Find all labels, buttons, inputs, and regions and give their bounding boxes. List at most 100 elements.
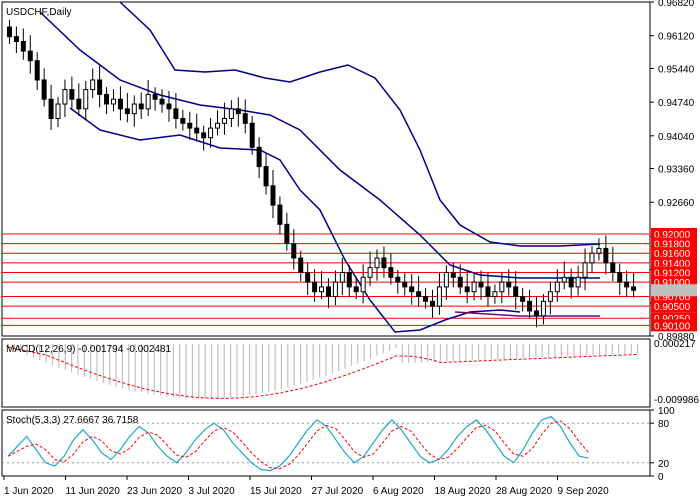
envelope-band xyxy=(454,311,600,317)
candle xyxy=(69,76,75,110)
candle xyxy=(90,68,96,99)
candle xyxy=(194,113,200,142)
middle-band xyxy=(39,11,600,279)
candle xyxy=(41,68,47,107)
stoch-axis: 100 80 20 0 xyxy=(650,406,675,483)
level-label: 0.91400 xyxy=(654,259,691,270)
chart-title: USDCHF,Daily xyxy=(6,7,72,18)
candle xyxy=(617,263,623,296)
level-label: 0.91000 xyxy=(654,278,691,289)
candle xyxy=(568,268,574,299)
level-label-bg xyxy=(651,256,697,269)
candle xyxy=(221,102,227,135)
candle xyxy=(242,99,248,134)
candle xyxy=(416,275,422,307)
level-label-bg xyxy=(651,266,697,279)
candle xyxy=(624,270,630,298)
level-label-bg xyxy=(651,237,697,250)
time-tick-label: 18 Aug 2020 xyxy=(435,486,492,497)
candle xyxy=(450,262,456,288)
candle xyxy=(55,96,61,128)
candle xyxy=(235,97,241,127)
candle xyxy=(6,19,12,44)
stochastic-panel[interactable]: Stoch(5,3,3) 27.6667 36.7158 xyxy=(1,409,651,477)
price-tick-label: 0.95440 xyxy=(658,64,695,75)
level-label: 0.90100 xyxy=(654,321,691,332)
level-label: 0.91600 xyxy=(654,249,691,260)
candle xyxy=(353,276,359,299)
candle xyxy=(554,269,560,302)
candle xyxy=(332,270,338,306)
candle xyxy=(270,169,276,219)
level-label: 0.90500 xyxy=(654,302,691,313)
candle xyxy=(527,289,533,319)
candle xyxy=(478,270,484,300)
candle xyxy=(97,65,103,108)
time-tick-label: 3 Jul 2020 xyxy=(189,486,236,497)
candle xyxy=(124,92,130,123)
candle xyxy=(166,91,172,122)
candle xyxy=(506,269,512,296)
current-price-marker xyxy=(651,284,697,297)
level-label: 0.91200 xyxy=(654,268,691,279)
candle xyxy=(62,79,68,118)
stoch-tick-label: 100 xyxy=(658,406,675,417)
candle xyxy=(596,238,602,261)
candle xyxy=(159,89,165,113)
candle xyxy=(471,273,477,301)
time-tick-label: 11 Jun 2020 xyxy=(66,486,121,497)
candle xyxy=(381,246,387,278)
price-tick-label: 0.94740 xyxy=(658,98,695,109)
candle xyxy=(104,87,110,115)
candle xyxy=(305,262,311,296)
candle xyxy=(187,111,193,140)
candle xyxy=(582,248,588,291)
candle xyxy=(395,270,401,294)
candle xyxy=(409,273,415,305)
upper-band xyxy=(119,1,601,247)
candle xyxy=(201,125,207,151)
stoch-tick-label: 80 xyxy=(658,419,670,430)
macd-panel[interactable]: MACD(12,26,9) -0.001794 -0.002481 xyxy=(1,338,651,408)
candle xyxy=(547,281,553,315)
time-tick-label: 15 Jul 2020 xyxy=(250,486,302,497)
candle xyxy=(319,271,325,299)
level-label-bg xyxy=(651,300,697,313)
candle xyxy=(76,83,82,117)
candle xyxy=(631,272,637,298)
stoch-tick-label: 20 xyxy=(658,459,670,470)
candle xyxy=(589,246,595,273)
candle xyxy=(34,52,40,91)
time-tick-label: 9 Sep 2020 xyxy=(558,486,610,497)
candle xyxy=(423,287,429,309)
macd-tick-label: -0.009986 xyxy=(654,395,699,406)
lower-band xyxy=(69,107,521,333)
candle xyxy=(131,95,137,127)
candle xyxy=(499,271,505,304)
macd-tick-label: 0.000217 xyxy=(654,339,696,350)
candle xyxy=(291,229,297,270)
candle xyxy=(485,272,491,307)
price-panel[interactable]: USDCHF,Daily xyxy=(1,1,651,337)
candle xyxy=(173,92,179,129)
candle xyxy=(284,212,290,251)
stoch-tick-label: 0 xyxy=(658,472,664,483)
time-tick-label: 6 Aug 2020 xyxy=(373,486,424,497)
price-tick-label: 0.94040 xyxy=(658,132,695,143)
candle xyxy=(13,26,19,54)
level-label: 0.92000 xyxy=(654,230,691,241)
candle xyxy=(208,117,214,148)
candle xyxy=(228,100,234,128)
candle xyxy=(374,249,380,281)
candle xyxy=(145,79,151,117)
candle xyxy=(312,269,318,302)
time-tick-label: 1 Jun 2020 xyxy=(4,486,54,497)
candle xyxy=(117,86,123,121)
candle xyxy=(27,35,33,74)
price-tick-label: 0.92660 xyxy=(658,198,695,209)
time-axis: 1 Jun 2020 11 Jun 2020 23 Jun 2020 3 Jul 20… xyxy=(3,476,610,497)
macd-axis: 0.000217 -0.009986 xyxy=(654,339,699,406)
level-label-bg xyxy=(651,247,697,260)
candle xyxy=(110,89,116,112)
